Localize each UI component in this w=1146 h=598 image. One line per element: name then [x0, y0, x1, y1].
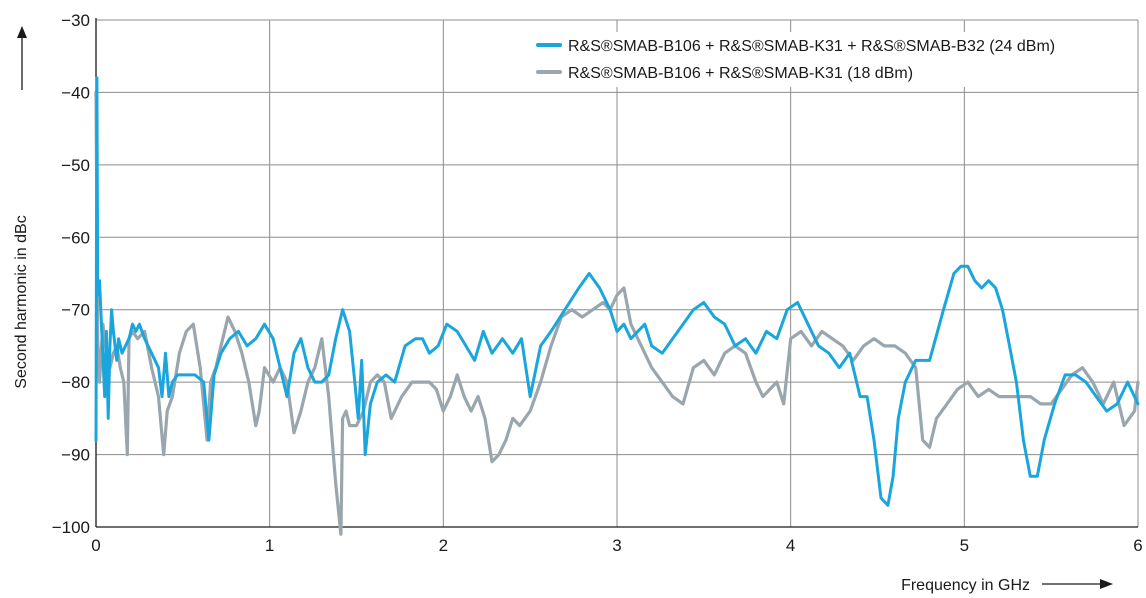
x-tick-label: 2 — [439, 536, 448, 555]
x-axis-ticks: 0 1 2 3 4 5 6 — [91, 536, 1142, 555]
x-axis-arrow-head — [1100, 579, 1113, 589]
y-tick-label: −30 — [61, 11, 90, 30]
y-tick-label: −60 — [61, 228, 90, 247]
legend-label-series-1: R&S®SMAB-B106 + R&S®SMAB-K31 + R&S®SMAB-… — [568, 38, 1055, 55]
x-tick-label: 0 — [91, 536, 100, 555]
grid — [96, 19, 1139, 527]
legend-background — [530, 32, 1130, 87]
series-group — [94, 76, 1140, 536]
x-tick-label: 4 — [786, 536, 795, 555]
legend: R&S®SMAB-B106 + R&S®SMAB-K31 + R&S®SMAB-… — [530, 32, 1130, 87]
y-tick-label: −100 — [52, 518, 90, 537]
y-axis-label: Second harmonic in dBc — [13, 215, 30, 388]
x-axis-label: Frequency in GHz — [901, 577, 1030, 594]
x-tick-label: 3 — [612, 536, 621, 555]
x-tick-label: 1 — [265, 536, 274, 555]
legend-label-series-2: R&S®SMAB-B106 + R&S®SMAB-K31 (18 dBm) — [568, 65, 913, 82]
y-tick-label: −90 — [61, 446, 90, 465]
y-tick-label: −50 — [61, 156, 90, 175]
y-axis: Second harmonic in dBc — [13, 26, 30, 389]
x-tick-label: 5 — [960, 536, 969, 555]
y-tick-label: −70 — [61, 301, 90, 320]
y-tick-label: −80 — [61, 373, 90, 392]
x-axis: Frequency in GHz — [901, 577, 1113, 594]
y-axis-arrow-head — [17, 26, 27, 38]
y-axis-ticks: −30 −40 −50 −60 −70 −80 −90 −100 — [52, 11, 90, 537]
series-line-2 — [94, 90, 1140, 536]
series-line-1 — [94, 76, 1140, 507]
y-tick-label: −40 — [61, 83, 90, 102]
x-tick-label: 6 — [1133, 536, 1142, 555]
